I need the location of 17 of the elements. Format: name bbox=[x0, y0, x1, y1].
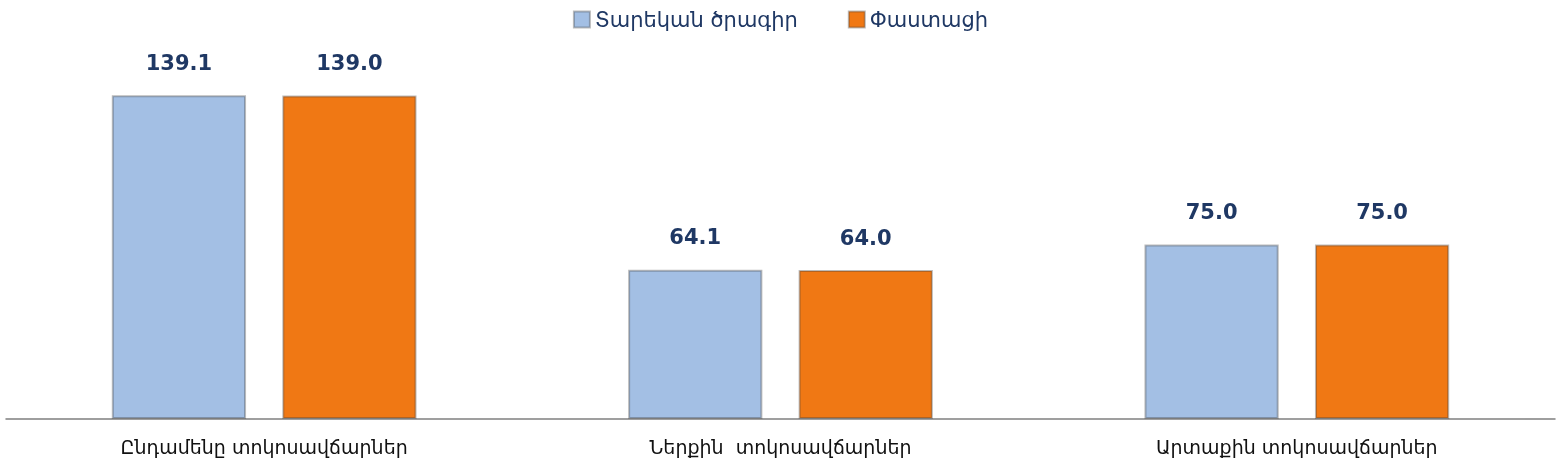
legend-label: Փաստացի bbox=[869, 7, 989, 32]
data-label: 75.0 bbox=[1356, 200, 1408, 224]
data-label: 139.0 bbox=[316, 51, 383, 76]
legend-label: Տարեկան ծրագիր bbox=[594, 7, 798, 32]
data-label: 75.0 bbox=[1185, 200, 1238, 224]
x-tick-label: Ներքին տոկոսավճարներ bbox=[649, 435, 912, 458]
data-label: 64.1 bbox=[669, 225, 722, 250]
data-label: 139.1 bbox=[145, 50, 213, 75]
bar bbox=[1144, 244, 1279, 419]
bar bbox=[111, 95, 247, 419]
bar bbox=[282, 95, 417, 419]
x-tick-label: Ընդամենը տոկոսավճարներ bbox=[120, 435, 408, 458]
bar bbox=[798, 270, 933, 419]
data-label: 64.0 bbox=[839, 225, 892, 250]
x-tick-label: Արտաքին տոկոսավճարներ bbox=[1156, 435, 1438, 458]
bar bbox=[1314, 244, 1450, 419]
bar bbox=[628, 269, 763, 419]
